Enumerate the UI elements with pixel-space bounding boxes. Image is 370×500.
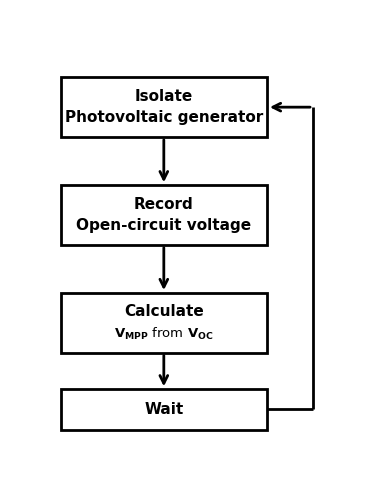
Text: Calculate: Calculate: [124, 304, 204, 320]
Bar: [61, 185, 267, 245]
Text: Isolate: Isolate: [135, 89, 193, 104]
Bar: [61, 389, 267, 430]
Text: $\mathbf{V_{MPP}}$ from $\mathbf{V_{OC}}$: $\mathbf{V_{MPP}}$ from $\mathbf{V_{OC}}…: [114, 326, 213, 342]
Text: Open-circuit voltage: Open-circuit voltage: [76, 218, 251, 233]
Text: Record: Record: [134, 196, 194, 212]
Text: Photovoltaic generator: Photovoltaic generator: [65, 110, 263, 126]
Bar: [61, 293, 267, 352]
Text: Wait: Wait: [144, 402, 184, 417]
Bar: [61, 78, 267, 137]
